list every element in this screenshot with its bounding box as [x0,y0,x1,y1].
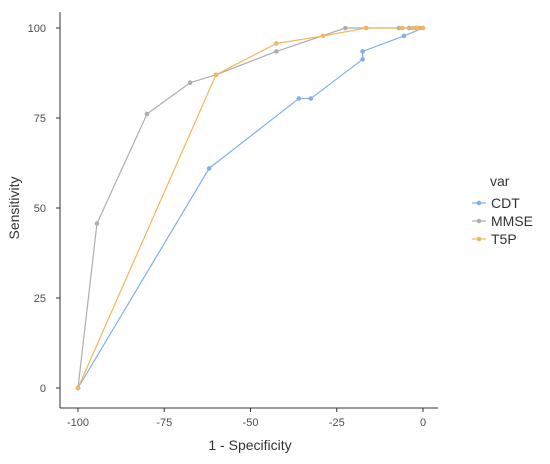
y-tick-label: 50 [34,203,46,215]
legend-item-mmse: MMSE [472,213,533,229]
legend-label: T5P [491,231,517,247]
series-line-mmse [77,27,420,389]
data-point-cdt [360,57,365,62]
ticks: -100 -75 -50 -25 0 0 25 50 75 100 [28,23,426,429]
data-point-mmse [94,221,100,226]
legend-title: var [490,173,510,189]
legend-key-point [476,236,482,242]
x-tick-label: 0 [420,417,426,429]
data-point-t5p [363,25,369,31]
x-tick-label: -50 [243,417,259,429]
data-point-mmse [187,80,193,86]
data-point-cdt [360,49,365,54]
series-layer [75,25,426,391]
series-mmse [75,25,422,391]
x-axis-title: 1 - Specificity [208,437,291,453]
y-tick-label: 25 [34,293,46,305]
x-tick-label: -75 [156,417,172,429]
legend-key-point [476,200,482,206]
data-point-t5p [75,385,81,391]
data-point-mmse [274,49,279,54]
data-point-t5p [415,25,421,31]
series-line-t5p [77,27,423,389]
data-point-t5p [410,25,415,31]
data-point-t5p [213,72,219,78]
series-cdt [75,25,426,391]
x-tick-label: -100 [67,417,89,429]
data-point-mmse [343,25,348,31]
y-tick-label: 0 [40,383,46,395]
data-point-cdt [401,33,407,39]
y-axis-title: Sensitivity [6,176,22,239]
x-tick-label: -25 [329,417,345,429]
legend-item-cdt: CDT [472,195,520,211]
data-point-cdt [308,96,314,101]
legend-label: MMSE [491,213,533,229]
data-point-t5p [274,41,279,46]
y-tick-label: 100 [28,23,46,35]
series-line-cdt [77,27,424,389]
data-point-t5p [320,33,326,39]
data-point-t5p [420,25,426,31]
y-tick-label: 75 [34,113,46,125]
legend: var CDT MMSE T5P [472,173,533,247]
series-t5p [75,25,426,391]
axes [59,12,438,409]
legend-key-point [476,218,482,224]
data-point-t5p [400,25,405,31]
data-point-mmse [144,111,150,117]
data-point-cdt [206,166,212,171]
legend-label: CDT [491,195,520,211]
data-point-cdt [296,96,302,101]
legend-item-t5p: T5P [472,231,517,247]
